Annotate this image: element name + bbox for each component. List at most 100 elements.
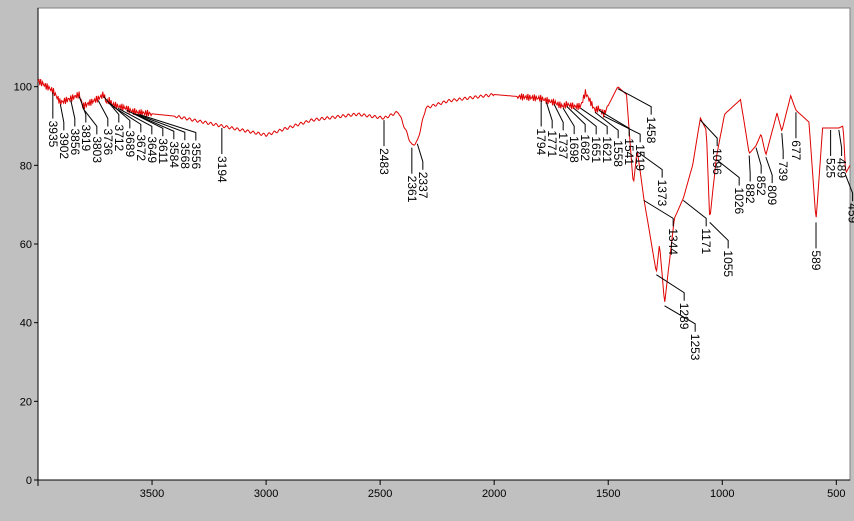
peak-leader-line [566, 106, 586, 133]
peak-leader-line [117, 107, 153, 135]
peak-label: 3935 [46, 121, 60, 148]
x-tick-label: 2500 [368, 488, 392, 500]
peak-label: 2337 [416, 172, 430, 199]
x-tick-label: 2000 [482, 488, 506, 500]
peak-label: 1651 [589, 136, 603, 163]
y-tick-label: 60 [20, 239, 32, 251]
x-tick-label: 3000 [254, 488, 278, 500]
peak-label: 809 [765, 185, 779, 205]
peak-label: 3856 [68, 128, 82, 155]
peak-leader-line [643, 199, 674, 227]
x-tick-label: 1500 [596, 488, 620, 500]
peak-leader-line [132, 112, 175, 140]
peak-label: 3194 [215, 156, 229, 183]
peak-label: 1458 [644, 117, 658, 144]
peak-leader-line [580, 107, 608, 135]
peak-leader-line [59, 104, 65, 131]
x-tick-label: 1000 [710, 488, 734, 500]
peak-label: 489 [835, 158, 849, 178]
peak-label: 882 [743, 184, 757, 204]
peak-leader-line [553, 104, 564, 131]
peak-leader-line [636, 151, 663, 178]
spectrum-line [37, 78, 851, 302]
peak-leader-line [656, 274, 685, 301]
peak-label: 3803 [90, 136, 104, 163]
peak-label: 1737 [556, 132, 570, 159]
peak-leader-line [416, 143, 424, 170]
peak-label: 3672 [134, 134, 148, 161]
series [37, 78, 851, 302]
peak-leader-line [664, 305, 696, 332]
peak-label: 2483 [377, 148, 391, 175]
peak-labels: 3935390238563819380337363712368936723649… [46, 88, 854, 361]
peak-leader-line [139, 114, 197, 141]
peak-label: 3689 [123, 130, 137, 157]
peak-label: 3584 [167, 141, 181, 168]
peak-label: 1289 [677, 303, 691, 330]
peak-label: 1558 [611, 140, 625, 167]
peak-leader-line [594, 111, 619, 139]
peak-label: 1541 [622, 138, 636, 165]
peak-label: 1055 [721, 250, 735, 277]
peak-label: 3736 [101, 128, 115, 155]
peak-leader-line [603, 115, 641, 143]
peak-label: 3611 [156, 138, 170, 164]
peak-label: 1026 [732, 187, 746, 214]
y-tick-label: 100 [14, 82, 32, 94]
peak-leader-line [82, 108, 98, 135]
peak-leader-line [573, 107, 597, 135]
peak-leader-line [78, 96, 87, 123]
x-tick-label: 500 [827, 488, 845, 500]
peak-leader-line [136, 113, 186, 141]
peak-label: 1621 [600, 136, 614, 163]
y-tick-label: 40 [20, 318, 32, 330]
peak-label: 2361 [405, 176, 419, 203]
axes: 0 20 40 60 80 100 3500 3000 2500 2000 1500 1000 500 [14, 8, 850, 500]
peak-leader-line [709, 222, 729, 249]
peak-label: 1771 [545, 130, 559, 157]
peak-label: 739 [776, 161, 790, 181]
peak-label: 3568 [178, 142, 192, 169]
peak-label: 525 [824, 158, 838, 178]
peak-leader-line [70, 100, 76, 127]
peak-leader-line [748, 155, 751, 182]
peak-leader-line [103, 96, 120, 123]
peak-leader-line [617, 88, 652, 115]
peak-label: 1794 [534, 128, 548, 155]
y-tick-label: 0 [26, 475, 32, 487]
peak-label: 459 [846, 203, 854, 223]
peak-leader-line [545, 102, 553, 129]
peak-label: 677 [789, 140, 803, 160]
peak-leader-line [97, 100, 109, 127]
peak-label: 3902 [57, 132, 71, 159]
peak-label: 589 [809, 250, 823, 270]
peak-label: 1698 [567, 136, 581, 163]
peak-leader-line [781, 133, 784, 160]
peak-leader-line [716, 159, 740, 186]
x-tick-label: 3500 [140, 488, 164, 500]
y-tick-label: 20 [20, 396, 32, 408]
peak-label: 852 [754, 176, 768, 196]
peak-label: 3819 [79, 125, 93, 152]
plot-area [37, 7, 851, 481]
peak-label: 3649 [145, 136, 159, 163]
peak-leader-line [838, 129, 843, 156]
peak-label: 1682 [578, 134, 592, 161]
peak-leader-line [845, 175, 854, 202]
peak-leader-line [700, 119, 718, 147]
peak-leader-line [682, 199, 707, 227]
peak-label: 1373 [655, 180, 669, 207]
peak-label: 1171 [699, 228, 713, 254]
peak-leader-line [562, 107, 575, 135]
peak-leader-line [765, 156, 773, 184]
y-tick-label: 80 [20, 160, 32, 172]
peak-leader-line [112, 105, 142, 133]
peak-leader-line [755, 147, 762, 174]
peak-label: 1344 [666, 228, 680, 255]
peak-label: 3556 [189, 143, 203, 170]
peak-label: 1253 [688, 334, 702, 361]
peak-label: 3712 [112, 125, 126, 152]
peak-label: 1519 [633, 144, 647, 171]
peak-label: 1096 [710, 148, 724, 175]
